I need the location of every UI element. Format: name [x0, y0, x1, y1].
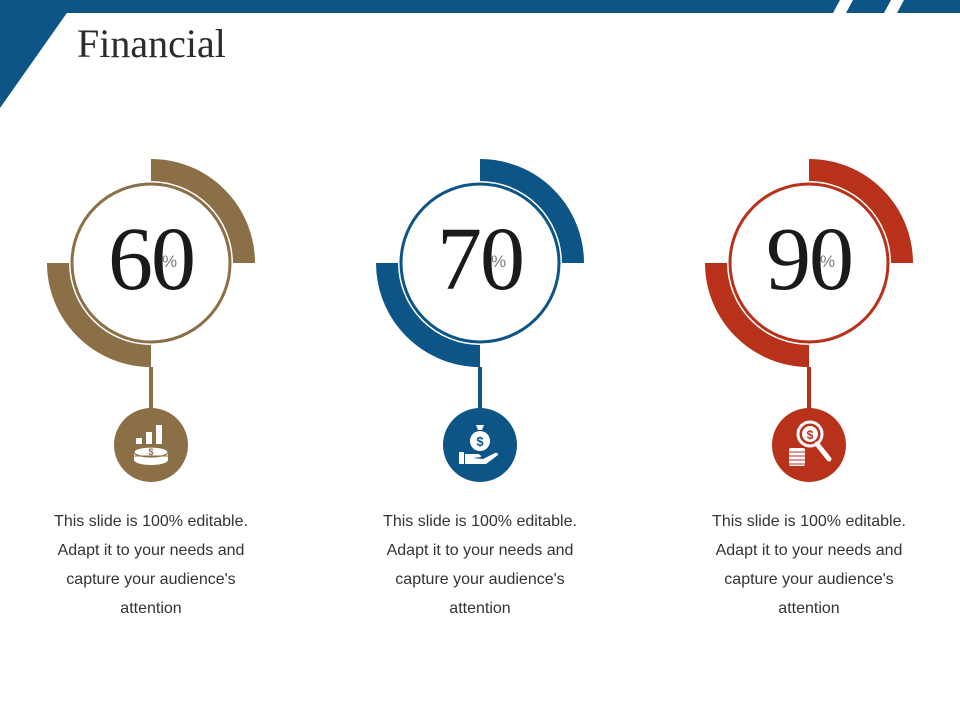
percent-sign-2: % [491, 252, 507, 271]
gauge-ring-3 [728, 182, 890, 344]
metric-card-3: 90 % $ This slide is 100% editable. Adap… [689, 150, 929, 630]
top-bar [60, 0, 960, 13]
card-description-1: This slide is 100% editable. Adapt it to… [54, 513, 248, 617]
gauge-arc-1-1 [150, 159, 255, 264]
corner-triangle [0, 0, 76, 108]
percent-gauge-2 [376, 159, 584, 410]
svg-text:$: $ [148, 447, 153, 457]
gauge-arc-1-2 [47, 262, 152, 367]
coins-bar-chart-icon: $ [114, 408, 188, 482]
svg-text:$: $ [476, 434, 484, 449]
stripe-2 [884, 0, 904, 13]
gauge-arc-2-2 [376, 262, 481, 367]
percent-sign-1: % [162, 252, 178, 271]
stripe-1 [833, 0, 853, 13]
gauge-arc-3-1 [808, 159, 913, 264]
money-bag-hand-icon: $ [443, 408, 517, 482]
page-title: Financial [77, 21, 226, 66]
gauge-arc-2-1 [479, 159, 584, 264]
percent-sign-3: % [820, 252, 836, 271]
metric-card-2: 70 % $ This slide is 100% editable. Adap… [360, 150, 600, 630]
gauge-arc-3-2 [705, 262, 810, 367]
metric-value-2: 70 [437, 210, 525, 309]
percent-gauge-1 [47, 159, 255, 410]
metric-card-1: 60 % $ This slide is 100% editable. Adap… [31, 150, 271, 630]
card-description-2: This slide is 100% editable. Adapt it to… [383, 513, 577, 617]
metric-value-1: 60 [108, 210, 196, 309]
card-description-3: This slide is 100% editable. Adapt it to… [712, 513, 906, 617]
percent-gauge-3 [705, 159, 913, 410]
magnifier-dollar-coins-icon: $ [772, 408, 846, 482]
svg-text:$: $ [807, 428, 814, 442]
gauge-ring-2 [399, 182, 561, 344]
gauge-ring-1 [70, 182, 232, 344]
metric-value-3: 90 [766, 210, 854, 309]
